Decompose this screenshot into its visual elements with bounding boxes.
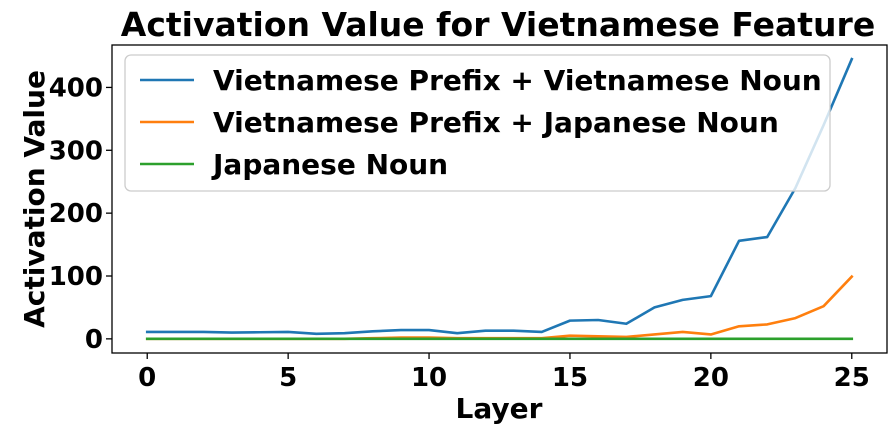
plot-area: 0 5 10 15 20 25 0 100 200 300 400 (49, 44, 888, 393)
series-line-1 (145, 57, 854, 336)
y-axis-ticks: 0 100 200 300 400 (49, 73, 112, 355)
axes-frame (111, 44, 888, 354)
y-tick-label: 0 (85, 325, 103, 355)
legend-box (124, 54, 831, 192)
legend: Vietnamese Prefix + Vietnamese Noun Vietn… (124, 54, 831, 192)
x-tick-label: 10 (411, 363, 447, 393)
series-layer (145, 57, 854, 341)
legend-label-1: Vietnamese Prefix + Vietnamese Noun (213, 64, 822, 97)
y-tick-label: 100 (49, 262, 103, 292)
x-tick-label: 25 (834, 363, 870, 393)
y-tick-label: 300 (49, 136, 103, 166)
y-tick-label: 400 (49, 73, 103, 103)
chart-title: Activation Value for Vietnamese Feature (121, 5, 875, 44)
x-tick-label: 5 (279, 363, 297, 393)
legend-label-3: Japanese Noun (211, 148, 448, 181)
x-tick-label: 20 (693, 363, 729, 393)
x-tick-label: 15 (552, 363, 588, 393)
x-axis-label: Layer (456, 392, 543, 425)
legend-entries: Vietnamese Prefix + Vietnamese Noun Vietn… (140, 64, 822, 181)
y-axis-label: Activation Value (18, 70, 51, 328)
x-tick-label: 0 (138, 363, 156, 393)
y-tick-label: 200 (49, 199, 103, 229)
x-axis-ticks: 0 5 10 15 20 25 (138, 353, 870, 393)
legend-label-2: Vietnamese Prefix + Japanese Noun (213, 106, 779, 139)
